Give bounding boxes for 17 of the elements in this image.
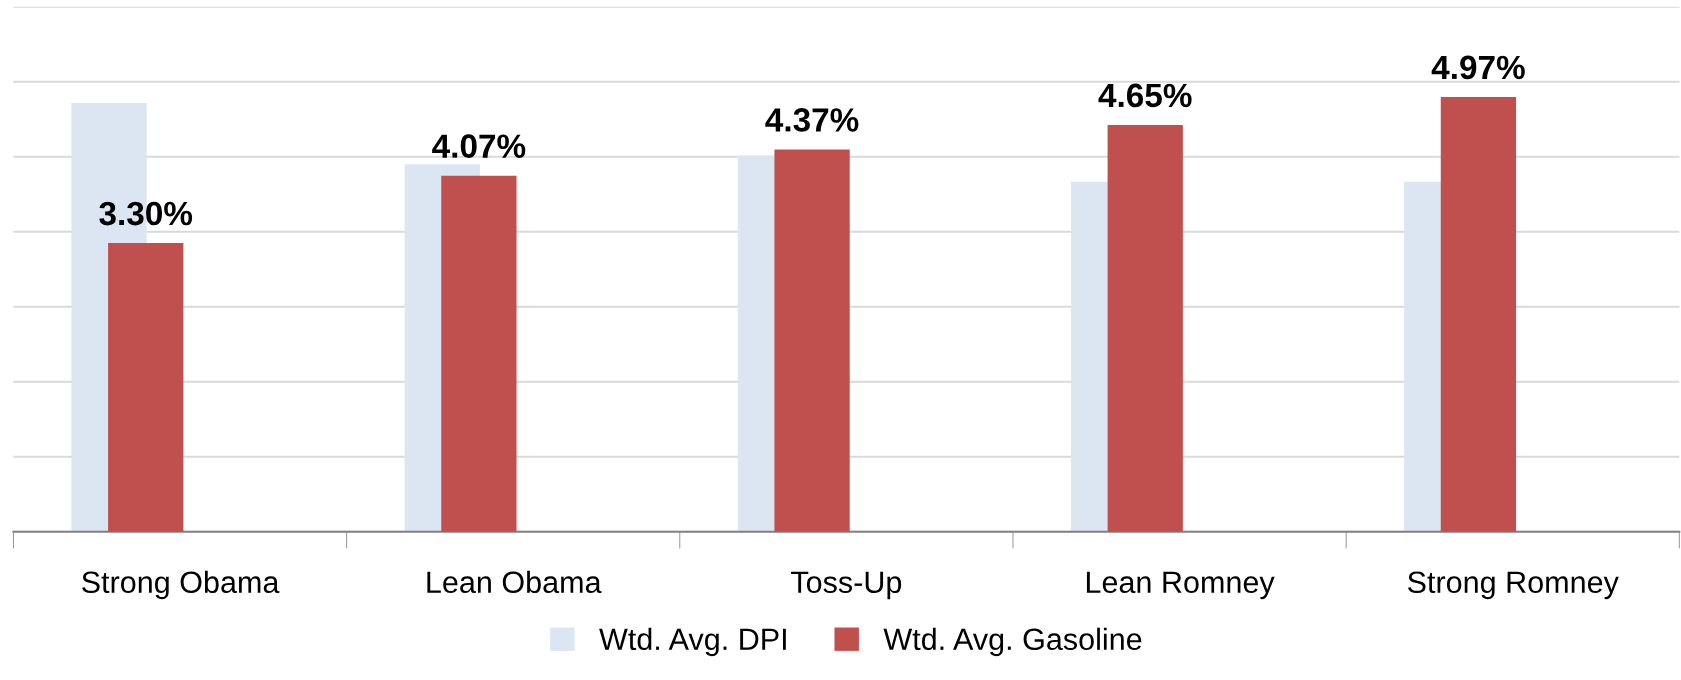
- x-tick-label: Strong Obama: [82, 570, 280, 600]
- bar: [774, 149, 850, 532]
- x-tick-label: Strong Romney: [1407, 571, 1619, 600]
- legend-label: Wtd. Avg. Gasoline: [883, 627, 1142, 657]
- data-label: 3.30%: [99, 201, 193, 226]
- data-label: 4.65%: [1098, 83, 1192, 108]
- bar: [1107, 124, 1183, 532]
- data-label: 4.37%: [765, 108, 859, 132]
- data-label: 4.07%: [432, 134, 526, 158]
- bar: [441, 175, 517, 532]
- bar: [108, 243, 184, 532]
- data-label: 4.97%: [1431, 55, 1525, 80]
- x-tick-label: Lean Romney: [1086, 571, 1275, 600]
- bar: [1440, 96, 1517, 532]
- legend-label: Wtd. Avg. DPI: [599, 627, 786, 657]
- x-tick-label: Toss-Up: [791, 571, 902, 600]
- x-tick-label: Lean Obama: [427, 570, 602, 594]
